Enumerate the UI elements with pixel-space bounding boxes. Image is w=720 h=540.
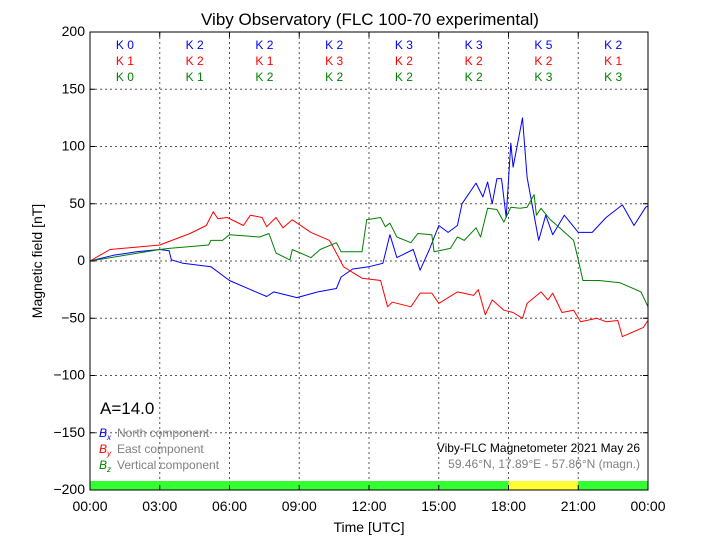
k-index-green: K 2 [395,70,413,84]
k-index-blue: K 0 [116,38,134,52]
y-tick-label: −150 [53,424,85,440]
y-tick-label: 0 [77,252,85,268]
k-index-blue: K 2 [604,38,622,52]
y-tick-label: 200 [62,23,86,39]
legend-symbol-bz: Bz [99,458,111,474]
k-index-green: K 2 [325,70,343,84]
x-tick-label: 09:00 [282,498,317,514]
k-index-red: K 2 [534,54,552,68]
k-index-green: K 0 [116,70,134,84]
k-index-blue: K 2 [186,38,204,52]
x-tick-label: 06:00 [212,498,247,514]
y-tick-label: −100 [53,367,85,383]
x-tick-label: 00:00 [630,498,665,514]
activity-bar-segment [508,481,579,490]
axis-ticks: 00:00 03:00 06:00 09:00 12:00 15:00 18:00 21:00… [53,23,665,514]
k-index-red: K 1 [116,54,134,68]
y-tick-label: −50 [61,309,85,325]
legend-label-bz: Vertical component [117,458,220,472]
k-index-green: K 3 [604,70,622,84]
legend-label-bx: North component [117,426,210,440]
x-tick-label: 18:00 [491,498,526,514]
k-index-blue: K 5 [534,38,552,52]
x-tick-label: 21:00 [561,498,596,514]
series-line-bz [89,194,649,308]
y-tick-label: −200 [53,481,85,497]
y-tick-label: 100 [62,138,86,154]
x-tick-label: 03:00 [142,498,177,514]
series-line-by [89,211,649,338]
series-line-bx [89,117,649,299]
y-tick-label: 150 [62,80,86,96]
grid [90,32,648,490]
legend-label-by: East component [117,442,204,456]
series-lines [89,117,649,338]
k-index-green: K 3 [534,70,552,84]
x-tick-label: 15:00 [421,498,456,514]
station-label: Viby-FLC Magnetometer 2021 May 26 [437,441,641,455]
y-axis-label: Magnetic field [nT] [29,204,45,318]
x-tick-label: 00:00 [72,498,107,514]
legend-symbol-by: By [99,442,112,458]
k-index-blue: K 3 [465,38,483,52]
a-index: A=14.0 [100,399,154,418]
k-index-blue: K 3 [395,38,413,52]
x-tick-label: 12:00 [351,498,386,514]
x-axis-label: Time [UTC] [333,519,404,535]
activity-bar-segment [578,481,648,490]
chart-title: Viby Observatory (FLC 100-70 experimenta… [201,10,539,29]
k-index-blue: K 2 [255,38,273,52]
legend: Bx North component By East component Bz Verti… [99,426,220,474]
k-index-red: K 1 [604,54,622,68]
legend-symbol-bx: Bx [99,426,112,442]
k-index-red: K 3 [325,54,343,68]
k-index-green: K 2 [465,70,483,84]
k-index-blue: K 2 [325,38,343,52]
k-index-labels: K 0 K 2 K 2 K 2 K 3 K 3 K 5 K 2 K 1 K 2 K 1 K 3 K 2 K… [116,38,623,84]
k-index-red: K 2 [465,54,483,68]
y-tick-label: 50 [69,195,85,211]
station-coords: 59.46°N, 17.89°E - 57.86°N (magn.) [448,457,640,471]
k-index-green: K 1 [186,70,204,84]
k-index-red: K 2 [395,54,413,68]
k-index-red: K 2 [186,54,204,68]
k-index-green: K 2 [255,70,273,84]
k-index-red: K 1 [255,54,273,68]
